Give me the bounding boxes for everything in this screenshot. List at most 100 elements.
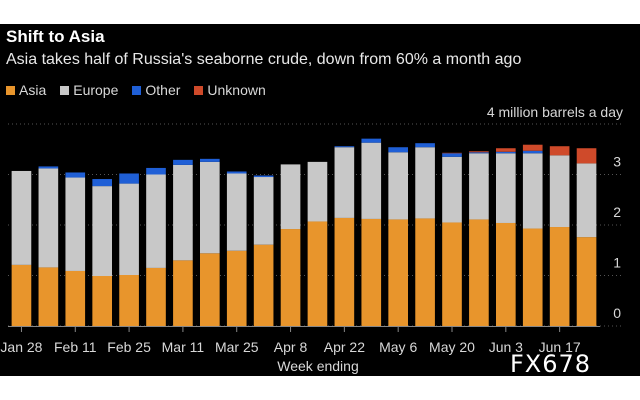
bar-segment-europe <box>280 164 301 230</box>
x-tick-label: Jan 28 <box>0 339 42 355</box>
bar-segment-asia <box>576 237 597 326</box>
legend-label-asia: Asia <box>19 82 47 98</box>
bar-segment-europe <box>469 153 489 220</box>
legend-swatch-europe <box>60 85 70 95</box>
legend-item-europe: Europe <box>60 81 118 99</box>
bar-segment-asia <box>469 219 489 326</box>
x-tick-label: Jun 3 <box>489 339 523 355</box>
bar-segment-other <box>334 146 355 148</box>
bar-segment-unknown <box>469 151 489 153</box>
bar-segment-europe <box>576 163 597 238</box>
bar-segment-other <box>146 167 166 175</box>
bar-segment-asia <box>307 221 328 326</box>
bar-segment-other <box>442 153 462 157</box>
bar-segment-unknown <box>522 144 543 151</box>
bar-segment-asia <box>173 260 193 326</box>
bar-segment-unknown <box>549 146 570 156</box>
bar-segment-europe <box>361 142 382 219</box>
x-tick-label: Jun 17 <box>539 339 581 355</box>
bar-segment-europe <box>38 168 59 268</box>
legend-label-unknown: Unknown <box>207 82 266 98</box>
bar-segment-europe <box>522 153 543 229</box>
bar-segment-other <box>200 158 220 162</box>
y-tick-label: 0 <box>613 305 621 321</box>
bar-segment-asia <box>65 270 86 326</box>
bar-segment-europe <box>200 161 220 254</box>
x-tick-label: Mar 25 <box>215 339 259 355</box>
legend-label-europe: Europe <box>73 82 119 98</box>
bar-segment-unknown <box>576 148 597 164</box>
bar-segment-europe <box>496 153 516 223</box>
bar-segment-asia <box>496 222 516 326</box>
legend-swatch-unknown <box>194 85 204 95</box>
legend-swatch-other <box>132 85 142 95</box>
bar-segment-other <box>226 171 247 174</box>
x-tick-label: May 20 <box>429 339 475 355</box>
bar-segment-asia <box>253 244 274 326</box>
bar-segment-europe <box>226 173 247 251</box>
bar-segment-asia <box>522 228 543 326</box>
bar-segment-asia <box>119 275 139 326</box>
x-tick-label: Feb 25 <box>107 339 151 355</box>
y-tick-label: 1 <box>613 255 621 271</box>
x-tick-label: May 6 <box>379 339 417 355</box>
bar-segment-europe <box>65 177 86 271</box>
bar-segment-asia <box>442 222 462 326</box>
bar-segment-europe <box>388 152 408 220</box>
bar-segment-other <box>388 147 408 153</box>
bar-segment-other <box>415 143 435 148</box>
legend-label-other: Other <box>145 82 181 98</box>
legend-item-asia: Asia <box>6 81 46 99</box>
bar-segment-asia <box>549 227 570 326</box>
bar-segment-asia <box>92 276 112 326</box>
bar-segment-other <box>173 159 193 165</box>
x-tick-label: Feb 11 <box>54 339 97 355</box>
bar-segment-europe <box>415 147 435 219</box>
bar-segment-europe <box>146 174 166 268</box>
bar-segment-other <box>38 166 59 169</box>
bar-segment-europe <box>307 161 328 222</box>
bar-segment-asia <box>146 267 166 326</box>
bar-segment-asia <box>361 218 382 326</box>
bar-segment-europe <box>549 155 570 228</box>
legend: Asia Europe Other Unknown <box>6 81 266 99</box>
bar-segment-other <box>119 173 139 184</box>
bar-segment-asia <box>415 218 435 326</box>
chart-subtitle: Asia takes half of Russia's seaborne cru… <box>6 51 522 68</box>
bar-segment-europe <box>92 186 112 277</box>
bar-segment-other <box>253 175 274 178</box>
bar-segment-other <box>496 151 516 154</box>
legend-item-other: Other <box>132 81 180 99</box>
x-tick-label: Apr 8 <box>274 339 308 355</box>
y-tick-label: 3 <box>613 154 621 170</box>
bar-segment-asia <box>388 219 408 326</box>
bar-segment-europe <box>442 156 462 223</box>
x-axis-title: Week ending <box>277 358 358 374</box>
bar-segment-other <box>65 172 86 178</box>
watermark-logo: FX678 <box>510 350 592 378</box>
bar-segment-other <box>522 150 543 154</box>
legend-swatch-asia <box>6 85 15 95</box>
bar-segment-europe <box>173 164 193 261</box>
bar-segment-other <box>92 179 112 187</box>
bar-segment-unknown <box>496 148 516 152</box>
x-tick-label: Apr 22 <box>324 339 365 355</box>
bar-segment-unknown <box>442 152 462 154</box>
chart-title: Shift to Asia <box>6 27 105 46</box>
x-tick-label: Mar 11 <box>162 339 205 355</box>
bar-segment-europe <box>334 147 355 218</box>
legend-item-unknown: Unknown <box>194 81 266 99</box>
bar-segment-europe <box>11 170 32 265</box>
bar-segment-asia <box>200 253 220 326</box>
bar-segment-asia <box>334 217 355 326</box>
bar-segment-asia <box>280 229 301 326</box>
bar-segment-europe <box>119 183 139 275</box>
y-unit-label: 4 million barrels a day <box>486 104 623 120</box>
bar-segment-other <box>361 138 382 143</box>
bar-segment-asia <box>226 250 247 326</box>
bar-segment-europe <box>253 177 274 245</box>
bar-segment-asia <box>11 264 32 326</box>
bar-segment-asia <box>38 267 59 326</box>
bar-segment-other <box>469 152 489 154</box>
